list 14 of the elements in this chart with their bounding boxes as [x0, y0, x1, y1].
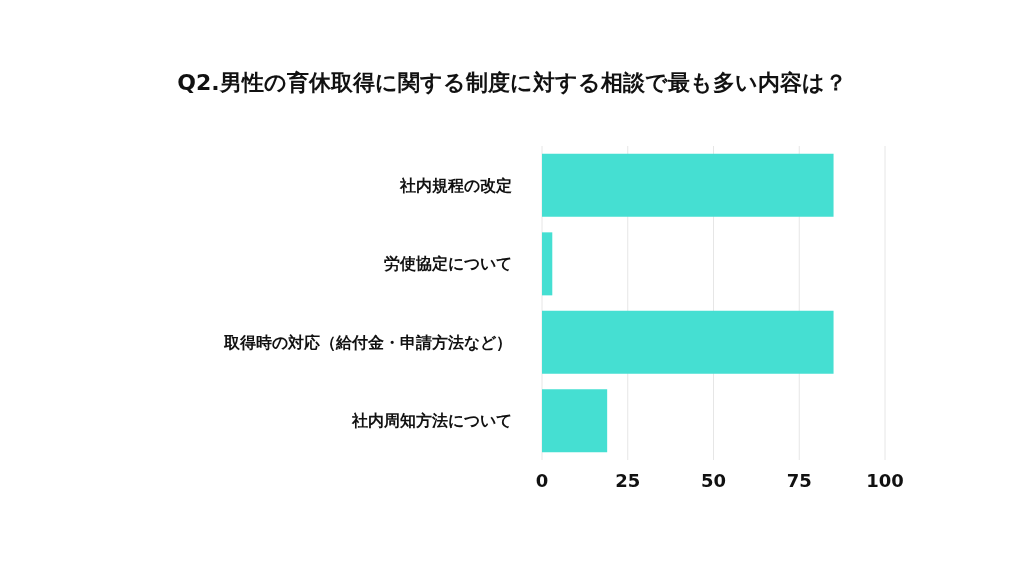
y-tick-label: 労使協定について: [384, 254, 512, 274]
bar: [542, 153, 834, 217]
y-tick-label: 取得時の対応（給付金・申請方法など）: [223, 332, 512, 352]
bar: [542, 232, 553, 296]
y-tick-label: 社内規程の改定: [399, 175, 512, 195]
y-tick-label: 社内周知方法について: [351, 411, 512, 431]
x-tick-label: 25: [615, 469, 641, 491]
x-tick-label: 0: [535, 469, 549, 491]
x-tick-label: 75: [786, 469, 812, 491]
bar: [542, 310, 834, 374]
bar: [542, 389, 608, 453]
x-tick-label: 50: [700, 469, 727, 491]
chart-title: Q2.男性の育休取得に関する制度に対する相談で最も多い内容は？: [176, 69, 848, 97]
x-tick-label: 100: [866, 469, 904, 491]
